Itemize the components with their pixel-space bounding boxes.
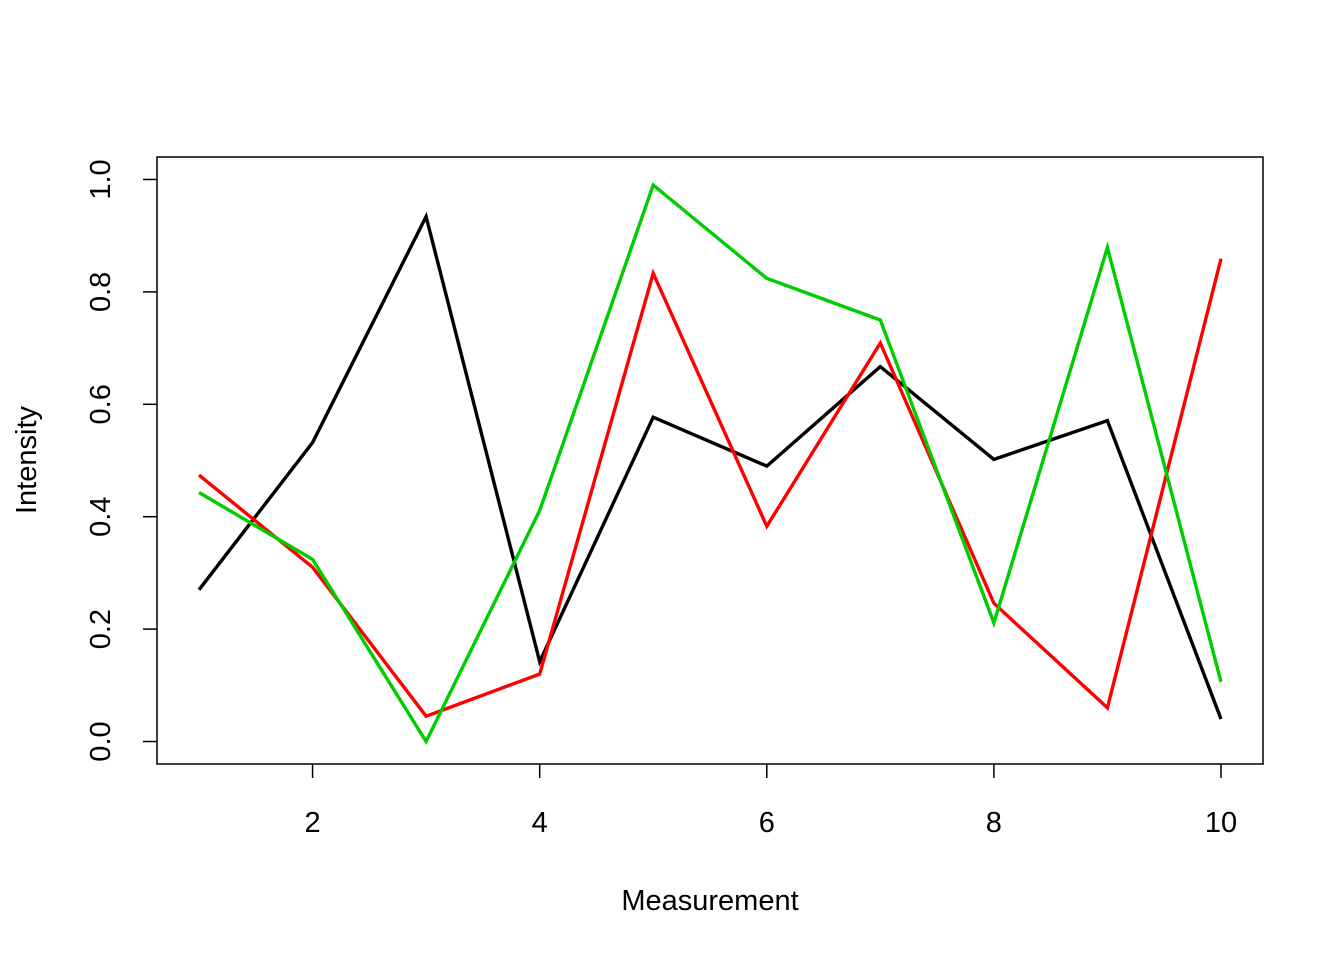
x-tick-label: 6 bbox=[759, 807, 775, 839]
x-tick-label: 8 bbox=[986, 807, 1002, 839]
x-tick-label: 2 bbox=[304, 807, 320, 839]
series-line-1 bbox=[197, 211, 1223, 720]
y-tick-label: 0.8 bbox=[85, 272, 117, 312]
x-axis: 2 4 6 8 10 bbox=[304, 764, 1237, 839]
y-axis-title: Intensity bbox=[11, 406, 43, 514]
series-line-2 bbox=[197, 258, 1223, 719]
x-tick-label: 4 bbox=[532, 807, 548, 839]
plot-frame bbox=[156, 156, 1264, 765]
x-axis-title: Measurement bbox=[621, 885, 798, 917]
series-layer bbox=[197, 182, 1223, 745]
y-tick-label: 1.0 bbox=[85, 159, 117, 199]
y-tick-label: 0.4 bbox=[85, 497, 117, 537]
y-tick-label: 0.2 bbox=[85, 609, 117, 649]
series-line-3 bbox=[198, 182, 1223, 745]
y-tick-label: 0.6 bbox=[85, 384, 117, 424]
x-tick-label: 10 bbox=[1205, 807, 1237, 839]
y-tick-label: 0.0 bbox=[85, 721, 117, 761]
y-axis: 0.0 0.2 0.4 0.6 0.8 1.0 bbox=[85, 159, 157, 762]
